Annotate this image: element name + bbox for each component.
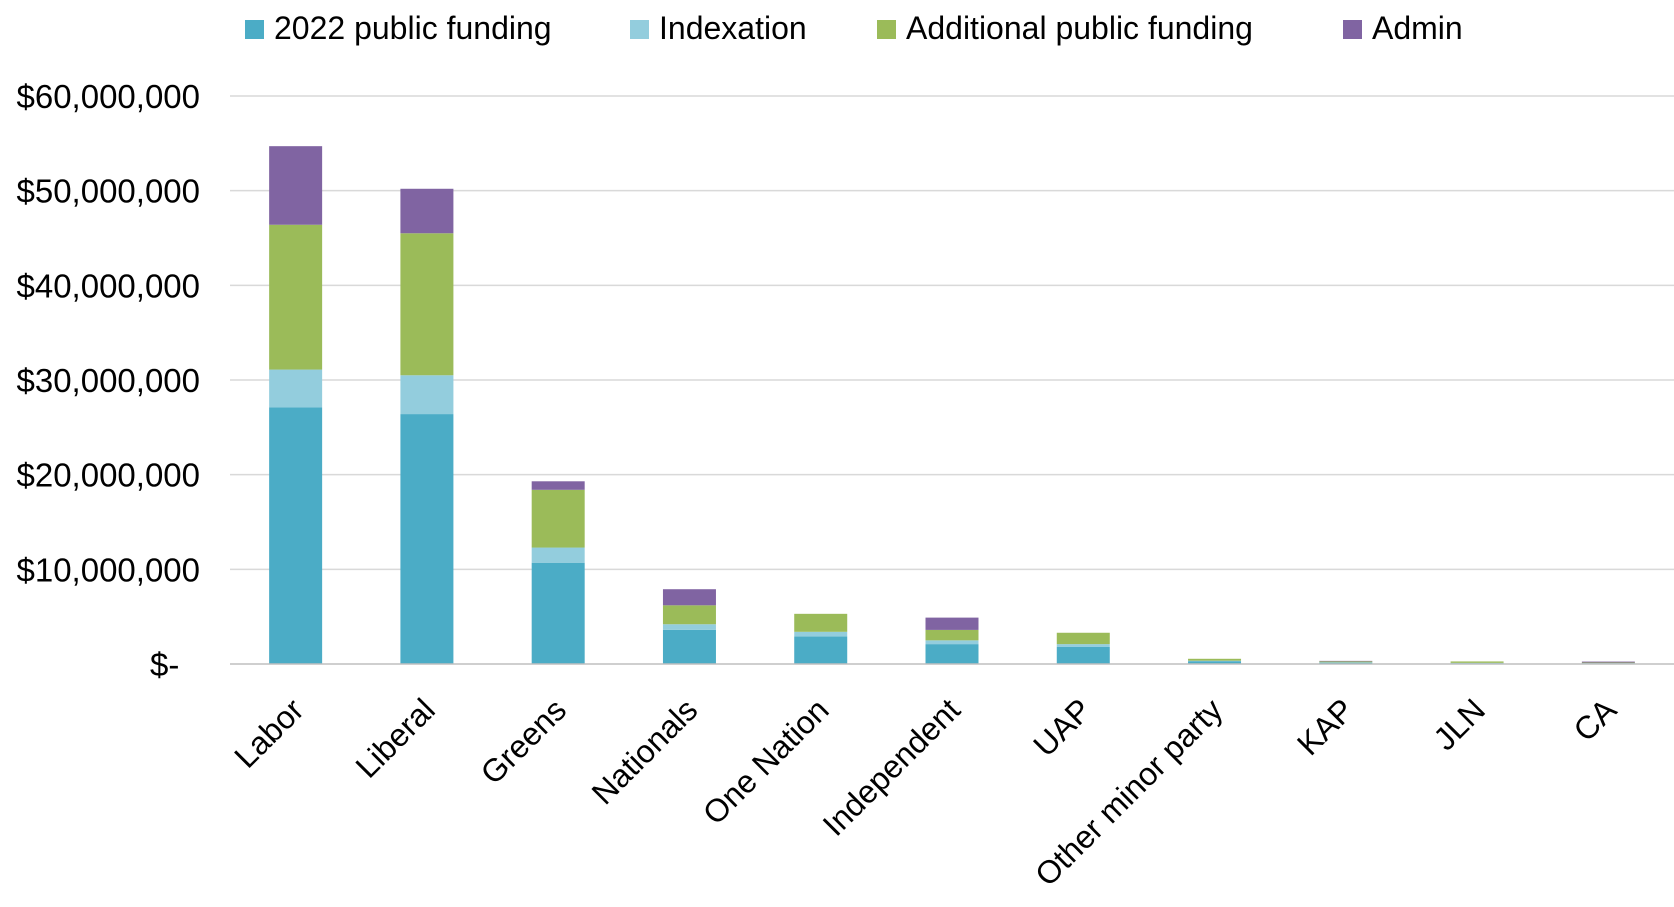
- legend-swatch: [1343, 20, 1362, 39]
- x-category-label: JLN: [1426, 691, 1492, 757]
- bar-segment: [269, 224, 323, 370]
- bar-segment: [269, 407, 323, 664]
- legend-swatch: [877, 20, 896, 39]
- y-tick-label: $10,000,000: [16, 551, 200, 588]
- bar-segment: [531, 547, 585, 563]
- bar-segment: [1450, 661, 1504, 663]
- x-category-label: Nationals: [585, 691, 705, 811]
- bar-segment: [1056, 646, 1110, 664]
- bar-segment: [1188, 661, 1242, 664]
- legend-swatch: [630, 20, 649, 39]
- bar-segment: [269, 146, 323, 225]
- y-tick-label: $20,000,000: [16, 457, 200, 494]
- bar-segment: [925, 640, 979, 645]
- y-tick-label: $40,000,000: [16, 267, 200, 304]
- x-category-label: Labor: [227, 691, 311, 775]
- y-axis-tick-labels: $- $10,000,000 $20,000,000 $30,000,000 $40,0…: [16, 78, 200, 683]
- bar-segment: [794, 631, 848, 637]
- legend: 2022 public funding Indexation Additional …: [245, 10, 1463, 46]
- legend-label: Additional public funding: [906, 10, 1253, 46]
- bar-segment: [1581, 661, 1635, 663]
- bar-segment: [794, 613, 848, 632]
- bars: [269, 146, 1635, 664]
- bar-segment: [1450, 662, 1504, 664]
- bar-segment: [925, 644, 979, 664]
- x-category-label: Liberal: [348, 691, 441, 784]
- bar-segment: [662, 624, 716, 630]
- bar-segment: [925, 629, 979, 641]
- bar-segment: [662, 629, 716, 664]
- x-category-label: Independent: [816, 691, 967, 842]
- x-category-label: Greens: [473, 691, 573, 791]
- y-tick-label: $30,000,000: [16, 362, 200, 399]
- legend-label: Admin: [1372, 10, 1463, 46]
- bar-segment: [1319, 662, 1373, 663]
- bar-segment: [1319, 660, 1373, 662]
- x-category-label: CA: [1566, 691, 1623, 748]
- bar-segment: [1188, 660, 1242, 662]
- bar-segment: [662, 589, 716, 606]
- legend-swatch: [245, 20, 264, 39]
- bar-segment: [1056, 632, 1110, 645]
- y-tick-label: $50,000,000: [16, 173, 200, 210]
- bar-segment: [1188, 658, 1242, 661]
- x-category-label: UAP: [1026, 691, 1098, 763]
- bar-segment: [400, 233, 454, 376]
- bar-segment: [925, 617, 979, 630]
- bar-segment: [400, 414, 454, 664]
- bar-segment: [1319, 661, 1373, 663]
- bar-segment: [269, 369, 323, 408]
- bar-segment: [1056, 644, 1110, 647]
- bar-segment: [794, 636, 848, 664]
- bar-segment: [531, 481, 585, 490]
- bar-segment: [400, 375, 454, 415]
- bar-segment: [400, 188, 454, 234]
- bar-segment: [662, 605, 716, 625]
- y-tick-label: $-: [150, 646, 179, 683]
- bar-segment: [531, 489, 585, 548]
- x-category-label: KAP: [1290, 691, 1361, 762]
- x-category-label: One Nation: [696, 691, 836, 831]
- bar-segment: [531, 562, 585, 664]
- bar-segment: [1581, 662, 1635, 664]
- legend-label: Indexation: [659, 10, 807, 46]
- y-tick-label: $60,000,000: [16, 78, 200, 115]
- gridlines: [230, 95, 1674, 571]
- legend-label: 2022 public funding: [274, 10, 552, 46]
